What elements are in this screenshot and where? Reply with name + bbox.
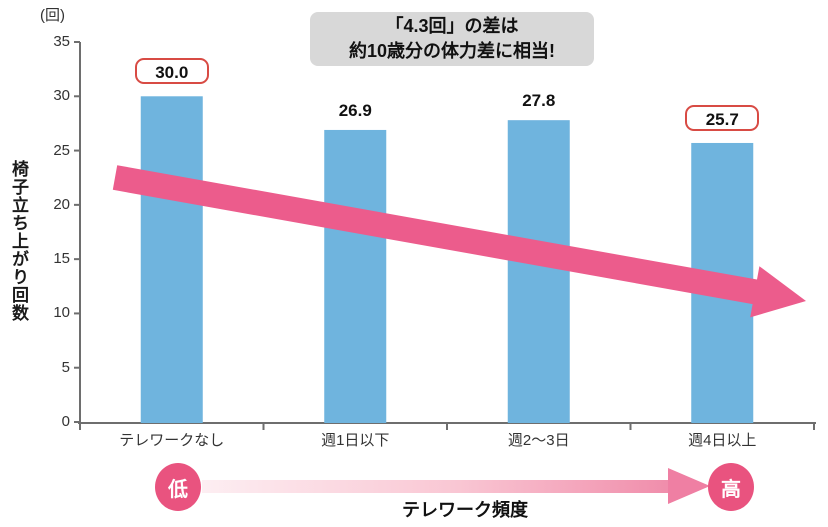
- y-axis-title: 椅子立ち上がり回数: [9, 160, 28, 322]
- trend-decline-arrow: [112, 165, 807, 318]
- y-tick-label: 10: [53, 304, 70, 322]
- y-tick-label: 5: [61, 358, 70, 376]
- y-tick-label: 35: [53, 33, 70, 50]
- bar: [140, 96, 203, 424]
- bar-value-label: 27.8: [522, 91, 556, 111]
- bar-value-label-boxed: 30.0: [134, 58, 209, 85]
- bars-group: [140, 96, 754, 424]
- frequency-gradient-bar: [202, 480, 670, 493]
- frequency-high-badge: 高: [708, 463, 754, 511]
- x-axis-title: テレワーク頻度: [402, 500, 528, 520]
- x-category-label: テレワークなし: [119, 432, 225, 449]
- bar: [507, 120, 570, 424]
- y-tick-label: 0: [61, 413, 70, 430]
- x-category-label: 週2〜3日: [507, 432, 570, 449]
- x-category-label: 週4日以上: [688, 432, 757, 449]
- y-axis-unit-label: (回): [40, 7, 65, 24]
- annotation-line-2: 約10歳分の体力差に相当!: [348, 41, 555, 61]
- y-tick-label: 25: [53, 141, 70, 159]
- frequency-arrowhead-icon: [668, 468, 710, 504]
- y-tick-label: 20: [53, 195, 70, 213]
- bar-value-label: 26.9: [338, 100, 372, 120]
- x-category-label: 週1日以下: [321, 432, 390, 449]
- annotation-line-1: 「4.3回」の差は: [385, 16, 519, 36]
- y-tick-label: 30: [53, 87, 70, 105]
- frequency-low-badge: 低: [155, 463, 201, 511]
- bar-value-label-boxed: 25.7: [685, 104, 760, 131]
- y-tick-label: 15: [53, 250, 70, 268]
- annotation-callout: 「4.3回」の差は 約10歳分の体力差に相当!: [310, 12, 594, 66]
- bar: [324, 129, 387, 423]
